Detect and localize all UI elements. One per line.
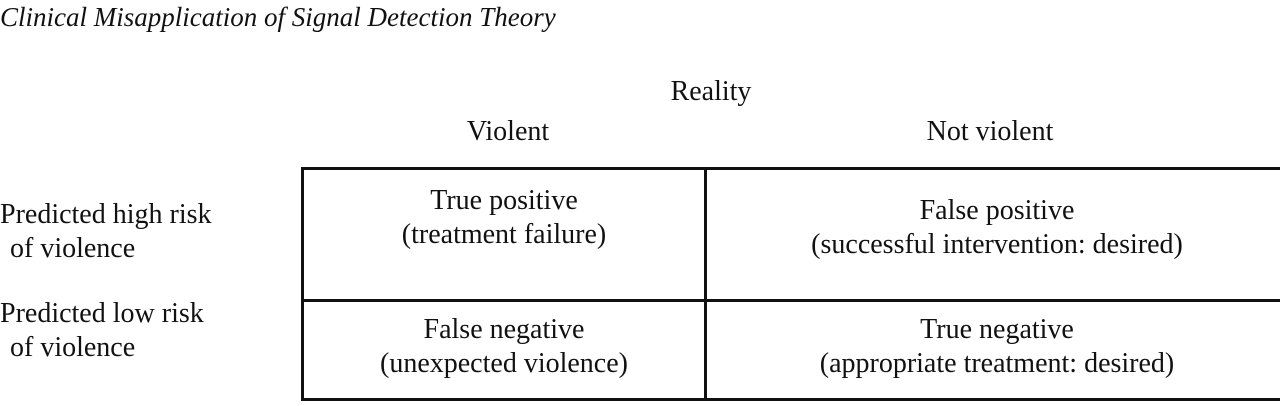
cell-line: (appropriate treatment: desired) — [819, 348, 1175, 380]
figure-title: Clinical Misapplication of Signal Detect… — [0, 2, 556, 32]
cell-true-negative: True negative (appropriate treatment: de… — [707, 313, 1280, 381]
cell-line: False positive — [919, 195, 1075, 226]
column-header-not-violent: Not violent — [926, 116, 1054, 147]
cell-false-negative: False negative (unexpected violence) — [304, 313, 704, 381]
row-label-line: of violence — [10, 233, 136, 265]
row-divider — [304, 299, 1280, 302]
cell-line: False negative — [423, 314, 585, 345]
cell-line: (unexpected violence) — [380, 348, 628, 380]
cell-false-positive: False positive (successful intervention:… — [707, 194, 1280, 262]
row-label-low-risk: Predicted low risk of violence — [0, 297, 204, 365]
reality-header: Reality — [670, 76, 752, 107]
cell-line: (treatment failure) — [401, 219, 607, 251]
row-label-line: of violence — [10, 332, 136, 364]
row-label-line: Predicted high risk — [0, 199, 212, 230]
row-label-line: Predicted low risk — [0, 298, 204, 329]
cell-line: True negative — [920, 314, 1074, 345]
cell-line: (successful intervention: desired) — [811, 229, 1183, 261]
column-header-violent: Violent — [466, 116, 550, 147]
cell-line: True positive — [430, 185, 578, 216]
cell-true-positive: True positive (treatment failure) — [304, 184, 704, 252]
column-divider — [704, 170, 707, 398]
row-label-high-risk: Predicted high risk of violence — [0, 198, 212, 266]
contingency-table: True positive (treatment failure) False … — [301, 167, 1280, 401]
